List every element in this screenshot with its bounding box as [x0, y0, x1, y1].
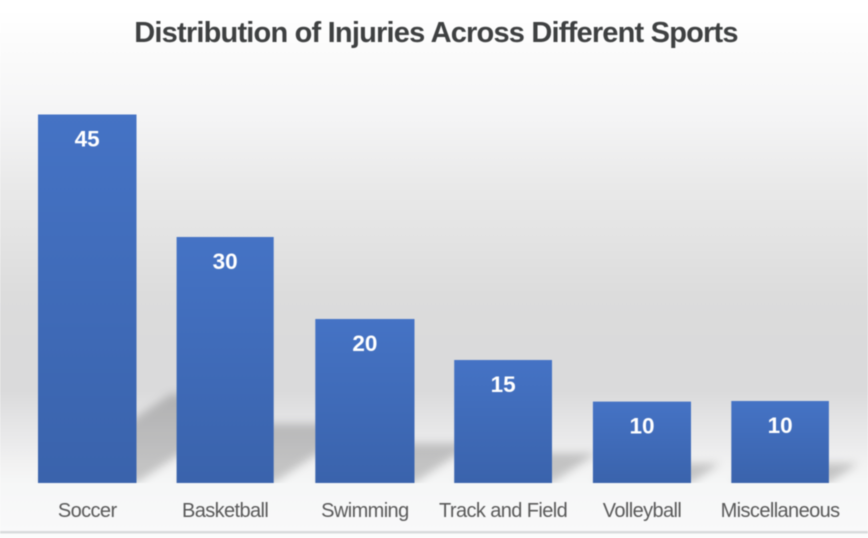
svg-text:15: 15 — [491, 372, 516, 397]
svg-text:Miscellaneous: Miscellaneous — [721, 500, 841, 522]
svg-text:Volleyball: Volleyball — [603, 500, 682, 522]
svg-text:Track and Field: Track and Field — [439, 500, 567, 522]
svg-text:Distribution of Injuries Acros: Distribution of Injuries Across Differen… — [134, 17, 737, 49]
svg-text:Basketball: Basketball — [182, 500, 268, 522]
svg-text:Soccer: Soccer — [58, 500, 118, 522]
svg-text:45: 45 — [75, 127, 100, 152]
svg-text:Swimming: Swimming — [321, 500, 408, 522]
svg-text:30: 30 — [213, 249, 238, 274]
svg-text:20: 20 — [352, 331, 377, 356]
svg-text:10: 10 — [768, 413, 793, 438]
svg-text:10: 10 — [629, 414, 654, 439]
